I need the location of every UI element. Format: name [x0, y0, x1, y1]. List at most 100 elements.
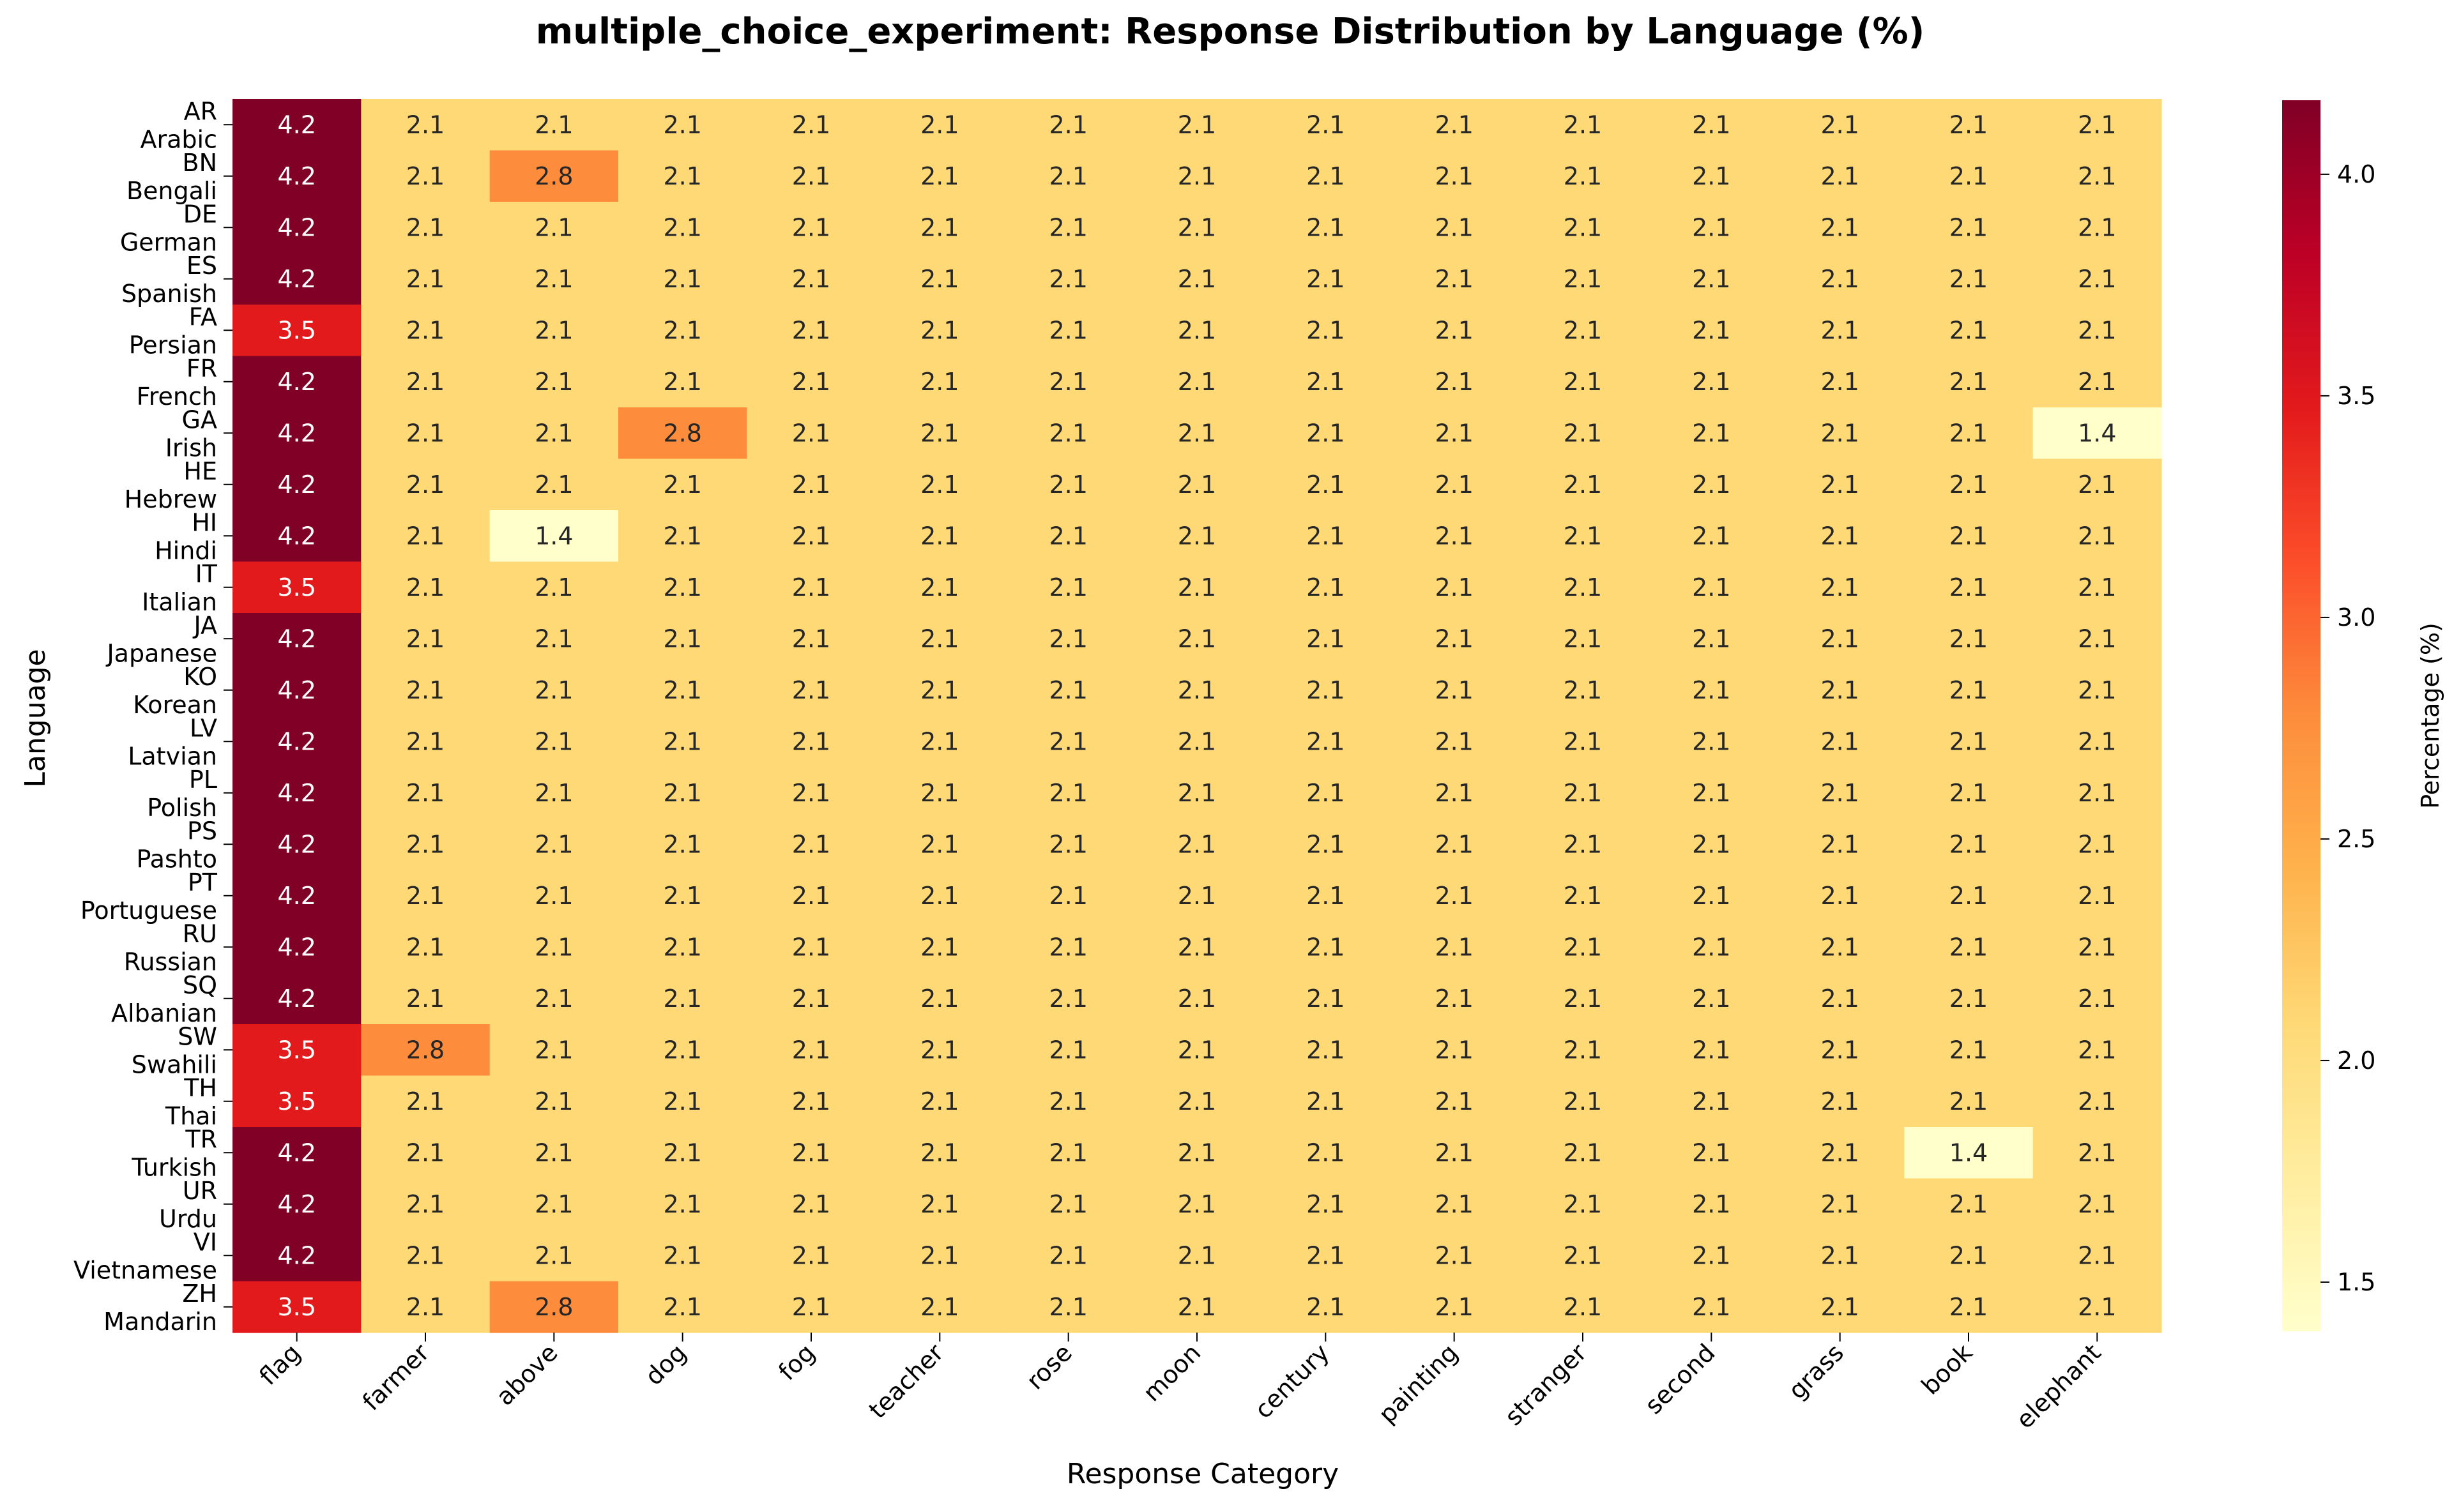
heatmap-cell [1647, 305, 1776, 357]
cell-value-label: 2.1 [1178, 419, 1216, 447]
cell-value-label: 2.1 [1306, 1036, 1345, 1064]
cell-value-label: 2.1 [1435, 522, 1473, 550]
heatmap-cell [1647, 819, 1776, 871]
cell-value-label: 2.1 [1435, 162, 1473, 190]
heatmap-cell [618, 561, 747, 614]
y-tick-label-code: GA [182, 405, 217, 434]
heatmap-cell [1261, 253, 1391, 305]
cell-value-label: 2.1 [1820, 985, 1859, 1013]
heatmap-cell [1132, 972, 1262, 1025]
cell-value-label: 2.1 [1820, 624, 1859, 653]
heatmap-cell [1647, 510, 1776, 563]
x-axis-label: Response Category [1067, 1458, 1339, 1490]
cell-value-label: 2.1 [535, 265, 573, 293]
x-tick-label: century [1249, 1338, 1335, 1424]
cell-value-label: 2.1 [663, 471, 701, 499]
heatmap-cell [875, 819, 1005, 871]
heatmap-cell [2032, 305, 2162, 357]
cell-value-label: 2.1 [920, 471, 959, 499]
cell-value-label: 2.1 [1820, 522, 1859, 550]
y-axis-label: Language [19, 649, 52, 787]
cell-value-label: 4.2 [277, 522, 316, 550]
cell-value-label: 2.1 [663, 1293, 701, 1321]
y-tick-label-code: RU [183, 919, 217, 948]
cell-value-label: 2.1 [1692, 985, 1730, 1013]
heatmap-cell [1904, 561, 2034, 614]
cell-value-label: 2.1 [2078, 110, 2116, 139]
heatmap-cell [1132, 767, 1262, 819]
heatmap-cell [1904, 664, 2034, 716]
cell-value-label: 2.1 [1306, 830, 1345, 858]
heatmap-cell [1776, 1127, 1905, 1179]
cell-value-label: 2.1 [1692, 676, 1730, 704]
cell-value-label: 2.1 [535, 882, 573, 910]
cell-value-label: 2.1 [1049, 573, 1087, 601]
heatmap-cell [2032, 716, 2162, 768]
heatmap-cell [232, 921, 362, 974]
cell-value-label: 2.1 [792, 933, 830, 961]
cell-value-label: 2.1 [1435, 1190, 1473, 1218]
y-tick-label-code: TR [185, 1125, 217, 1153]
cell-value-label: 2.1 [663, 985, 701, 1013]
heatmap-cell [1647, 356, 1776, 408]
cell-value-label: 2.1 [2078, 933, 2116, 961]
heatmap-cells [232, 99, 2162, 1333]
heatmap-cell [1518, 1178, 1648, 1230]
heatmap-cell [1647, 972, 1776, 1025]
heatmap-cell [1004, 716, 1133, 768]
heatmap-cell [489, 1127, 619, 1179]
heatmap-cell [1132, 716, 1262, 768]
cell-value-label: 2.1 [1692, 1138, 1730, 1167]
cell-value-label: 2.1 [1820, 882, 1859, 910]
heatmap-cell [1518, 819, 1648, 871]
heatmap-cell [1390, 99, 1519, 151]
cell-value-label: 2.1 [1692, 1241, 1730, 1269]
cell-value-label: 2.1 [1564, 1241, 1602, 1269]
heatmap-cell [618, 202, 747, 254]
heatmap-cell [1776, 1024, 1905, 1077]
cell-value-label: 2.1 [663, 1190, 701, 1218]
heatmap-cell [1132, 664, 1262, 716]
y-tick-label-name: Hebrew [125, 485, 217, 513]
heatmap-cell [361, 613, 491, 665]
cell-value-label: 2.1 [1820, 1190, 1859, 1218]
cell-value-label: 2.1 [1820, 110, 1859, 139]
heatmap-cell [747, 407, 876, 460]
heatmap-cell [489, 1281, 619, 1333]
cell-value-label: 2.1 [2078, 624, 2116, 653]
cell-value-label: 2.1 [1049, 1036, 1087, 1064]
cell-value-label: 2.1 [1049, 419, 1087, 447]
heatmap-cell [1132, 1075, 1262, 1128]
cell-value-label: 2.1 [1435, 882, 1473, 910]
cell-value-label: 2.1 [1049, 1293, 1087, 1321]
cell-value-label: 2.1 [1820, 1036, 1859, 1064]
cell-value-label: 2.1 [406, 471, 445, 499]
heatmap-cell [1776, 870, 1905, 922]
y-tick-label-code: FA [189, 303, 217, 331]
heatmap-cell [1390, 202, 1519, 254]
heatmap-cell [2032, 613, 2162, 665]
cell-value-label: 2.1 [1564, 522, 1602, 550]
cell-value-label: 2.1 [1049, 676, 1087, 704]
cell-value-label: 2.1 [1178, 1293, 1216, 1321]
y-tick-label-code: DE [183, 200, 217, 228]
y-tick-label-code: BN [183, 149, 218, 177]
cell-value-label: 2.1 [2078, 676, 2116, 704]
heatmap-cell [1004, 664, 1133, 716]
y-tick-label-code: ZH [182, 1280, 217, 1308]
cell-value-label: 4.2 [277, 368, 316, 396]
cell-value-label: 2.1 [1306, 727, 1345, 755]
heatmap-cell [875, 1024, 1005, 1077]
y-tick-label-name: Japanese [105, 639, 217, 667]
cell-value-label: 2.1 [1435, 676, 1473, 704]
heatmap-cell [2032, 561, 2162, 614]
cell-value-label: 2.1 [1049, 882, 1087, 910]
heatmap-cell [489, 767, 619, 819]
heatmap-cell [1132, 1024, 1262, 1077]
cell-value-label: 2.1 [920, 1087, 959, 1115]
cell-value-label: 2.1 [1178, 676, 1216, 704]
colorbar: 1.5 2.0 2.5 3.0 3.5 4.0 Percentage (%) [2282, 100, 2444, 1331]
heatmap-cell [1390, 1178, 1519, 1230]
y-tick-label-name: Thai [165, 1102, 217, 1130]
cell-value-label: 2.1 [920, 727, 959, 755]
